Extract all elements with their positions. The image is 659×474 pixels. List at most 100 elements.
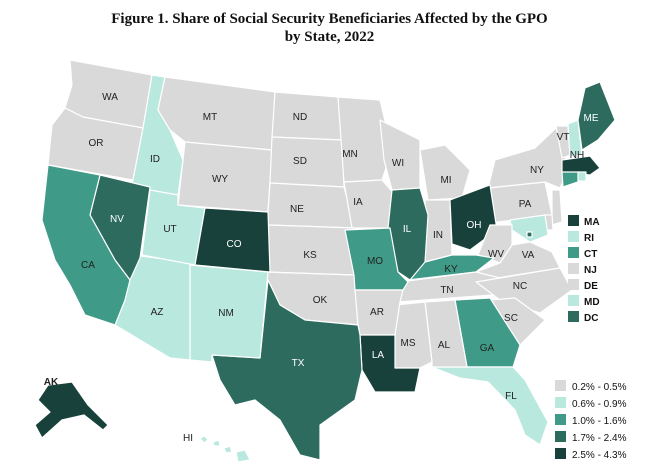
small-state-label-md: MD (584, 297, 600, 308)
legend-swatch-2 (555, 414, 566, 425)
legend-label-3: 1.7% - 2.4% (572, 433, 627, 444)
label-ut: UT (163, 224, 176, 235)
label-wv: WV (488, 249, 504, 260)
state-la (359, 334, 421, 393)
label-mn: MN (342, 149, 358, 160)
state-nh (567, 119, 583, 158)
state-hi (199, 435, 251, 463)
label-vt: VT (557, 132, 570, 143)
label-nm: NM (218, 308, 234, 319)
label-id: ID (150, 154, 160, 165)
label-ca: CA (81, 260, 95, 271)
label-or: OR (89, 138, 104, 149)
label-nh: NH (570, 150, 584, 161)
label-al: AL (438, 340, 451, 351)
label-pa: PA (519, 199, 532, 210)
states-layer (34, 59, 616, 463)
label-mo: MO (367, 256, 383, 267)
label-az: AZ (151, 307, 164, 318)
small-state-swatch-ct (568, 247, 579, 258)
small-state-swatch-md (568, 295, 579, 306)
state-ct (561, 171, 579, 188)
state-me (577, 81, 616, 151)
state-labels-layer: WA OR ID MT WY ND SD NE KS OK MN IA WI M… (44, 92, 599, 444)
state-nc (475, 267, 573, 314)
state-ca (41, 164, 131, 326)
map-legend: 0.2% - 0.5% 0.6% - 0.9% 1.0% - 1.6% 1.7% - … (555, 380, 627, 461)
state-md (509, 214, 549, 243)
label-oh: OH (467, 220, 482, 231)
state-mo (344, 227, 409, 291)
label-sc: SC (504, 313, 518, 324)
state-tx (211, 279, 363, 461)
legend-swatch-4 (555, 448, 566, 459)
small-state-swatch-ri (568, 231, 579, 242)
label-nc: NC (513, 281, 527, 292)
small-state-swatch-nj (568, 263, 579, 274)
label-co: CO (227, 239, 242, 250)
map-title: Figure 1. Share of Social Security Benef… (0, 10, 659, 46)
small-state-label-ri: RI (584, 233, 594, 244)
label-fl: FL (505, 391, 517, 402)
label-ms: MS (401, 338, 416, 349)
small-state-label-de: DE (584, 281, 598, 292)
label-ar: AR (370, 307, 384, 318)
small-state-label-nj: NJ (584, 265, 597, 276)
label-ky: KY (444, 264, 458, 275)
state-fl (431, 366, 549, 446)
label-ga: GA (480, 343, 495, 354)
small-state-label-ma: MA (584, 217, 600, 228)
state-dc (526, 231, 533, 238)
label-il: IL (403, 224, 412, 235)
title-line-2: by State, 2022 (284, 29, 375, 45)
state-ne (267, 182, 356, 229)
state-ma (561, 155, 601, 176)
label-ak: AK (44, 377, 59, 388)
state-ia (343, 179, 396, 229)
label-la: LA (372, 350, 385, 361)
label-ok: OK (313, 295, 328, 306)
state-sd (269, 136, 345, 188)
small-state-key: MA RI CT NJ DE MD DC (568, 215, 600, 324)
small-state-label-dc: DC (584, 313, 598, 324)
legend-label-1: 0.6% - 0.9% (572, 399, 627, 410)
label-tn: TN (440, 285, 453, 296)
state-mi (419, 144, 471, 201)
label-ne: NE (290, 204, 304, 215)
label-ks: KS (303, 250, 317, 261)
label-sd: SD (293, 156, 307, 167)
state-co (194, 207, 271, 273)
small-state-swatch-dc (568, 311, 579, 322)
label-mi: MI (440, 175, 451, 186)
small-state-label-ct: CT (584, 249, 597, 260)
label-nv: NV (110, 214, 124, 225)
legend-swatch-0 (555, 380, 566, 391)
state-ky (401, 254, 495, 281)
label-me: ME (584, 113, 599, 124)
label-hi: HI (183, 433, 193, 444)
label-va: VA (522, 250, 535, 261)
legend-swatch-1 (555, 397, 566, 408)
state-wy (177, 141, 273, 213)
state-ak (34, 381, 109, 439)
label-in: IN (433, 230, 443, 241)
label-wa: WA (102, 92, 118, 103)
state-ms (394, 301, 433, 369)
legend-label-4: 2.5% - 4.3% (572, 450, 627, 461)
label-wy: WY (212, 174, 228, 185)
label-ny: NY (530, 165, 544, 176)
label-tx: TX (292, 358, 305, 369)
label-wi: WI (392, 158, 404, 169)
small-state-swatch-de (568, 279, 579, 290)
legend-label-2: 1.0% - 1.6% (572, 416, 627, 427)
title-line-1: Figure 1. Share of Social Security Benef… (111, 11, 548, 27)
legend-label-0: 0.2% - 0.5% (572, 382, 627, 393)
state-wi (379, 119, 421, 191)
state-nj (551, 189, 563, 226)
label-mt: MT (203, 112, 217, 123)
label-nd: ND (293, 112, 307, 123)
label-ia: IA (353, 197, 363, 208)
legend-swatch-3 (555, 431, 566, 442)
state-ri (577, 171, 587, 182)
